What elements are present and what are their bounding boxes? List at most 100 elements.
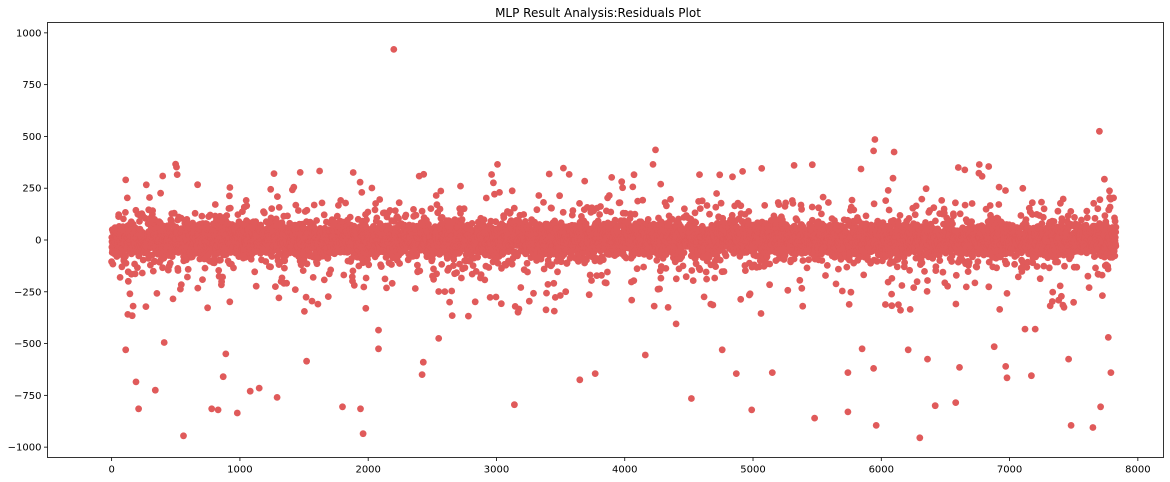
data-point	[412, 211, 420, 219]
data-point	[122, 252, 129, 260]
data-point	[696, 171, 703, 179]
data-point	[226, 184, 234, 191]
data-point	[602, 279, 610, 287]
data-point	[713, 190, 720, 197]
data-point	[362, 304, 370, 312]
data-point	[469, 262, 477, 269]
data-point	[520, 211, 528, 218]
data-point	[556, 192, 563, 200]
data-point	[739, 168, 746, 175]
data-point	[490, 179, 497, 187]
data-point	[138, 269, 146, 277]
data-point	[703, 202, 711, 209]
data-point	[523, 259, 531, 267]
data-point	[691, 209, 699, 217]
data-point	[662, 265, 670, 272]
data-point	[481, 276, 489, 284]
data-point	[170, 209, 178, 217]
data-point	[362, 274, 370, 282]
data-point	[153, 290, 161, 297]
data-point	[703, 275, 710, 283]
data-point	[159, 264, 167, 272]
data-point	[746, 290, 754, 298]
data-point	[717, 199, 725, 207]
data-point	[314, 300, 322, 308]
data-point	[494, 161, 501, 168]
data-point	[316, 167, 323, 175]
data-point	[177, 214, 185, 222]
data-point	[252, 282, 260, 290]
data-point	[346, 213, 354, 221]
data-point	[364, 208, 372, 216]
data-point	[480, 216, 488, 224]
data-point	[689, 277, 697, 284]
data-point	[688, 267, 696, 274]
data-point	[139, 256, 147, 264]
data-point	[303, 206, 311, 214]
data-point	[252, 218, 260, 226]
data-point	[270, 170, 278, 178]
data-point	[712, 263, 719, 270]
data-point	[318, 199, 326, 207]
data-point	[453, 269, 460, 277]
data-point	[448, 312, 456, 319]
data-point	[681, 205, 688, 213]
data-point	[126, 290, 134, 298]
data-point	[427, 205, 435, 213]
data-point	[313, 260, 321, 268]
data-point	[508, 260, 516, 268]
data-point	[278, 274, 286, 282]
data-point	[122, 259, 130, 267]
data-point	[711, 274, 719, 282]
data-point	[247, 255, 255, 263]
data-point	[309, 274, 317, 281]
data-point	[631, 210, 639, 218]
data-point	[313, 217, 320, 224]
data-point	[310, 201, 318, 209]
data-point	[217, 256, 224, 264]
data-point	[291, 286, 299, 293]
data-point	[281, 264, 288, 272]
data-point	[682, 273, 690, 281]
data-point	[435, 288, 443, 295]
data-point	[657, 274, 665, 282]
data-point	[550, 307, 558, 315]
data-point	[533, 206, 541, 214]
data-point	[667, 195, 674, 203]
data-point	[356, 178, 364, 186]
data-point	[381, 275, 389, 283]
data-point	[226, 298, 234, 306]
data-point	[640, 263, 647, 271]
data-point	[588, 277, 595, 284]
data-point	[219, 273, 227, 281]
data-point	[308, 297, 316, 305]
data-point	[742, 267, 749, 274]
data-point	[284, 212, 291, 220]
data-point	[737, 202, 745, 210]
data-point	[414, 261, 421, 269]
data-point	[465, 312, 472, 320]
data-point	[115, 211, 123, 219]
data-point	[559, 208, 567, 216]
data-point	[211, 201, 219, 208]
data-point	[548, 204, 555, 212]
data-point	[639, 196, 647, 204]
data-point	[194, 284, 202, 292]
data-point	[296, 169, 304, 176]
data-point	[174, 267, 182, 274]
data-point	[116, 274, 124, 281]
data-point	[131, 270, 139, 278]
data-point	[525, 297, 533, 305]
data-point	[618, 178, 626, 186]
data-point	[191, 209, 199, 217]
data-point	[656, 285, 663, 293]
data-point	[565, 171, 573, 178]
data-point	[135, 252, 143, 260]
data-point	[267, 263, 274, 271]
data-point	[184, 273, 191, 281]
data-point	[545, 170, 553, 178]
data-point	[109, 260, 117, 268]
data-point	[120, 215, 127, 223]
data-point	[199, 276, 206, 283]
